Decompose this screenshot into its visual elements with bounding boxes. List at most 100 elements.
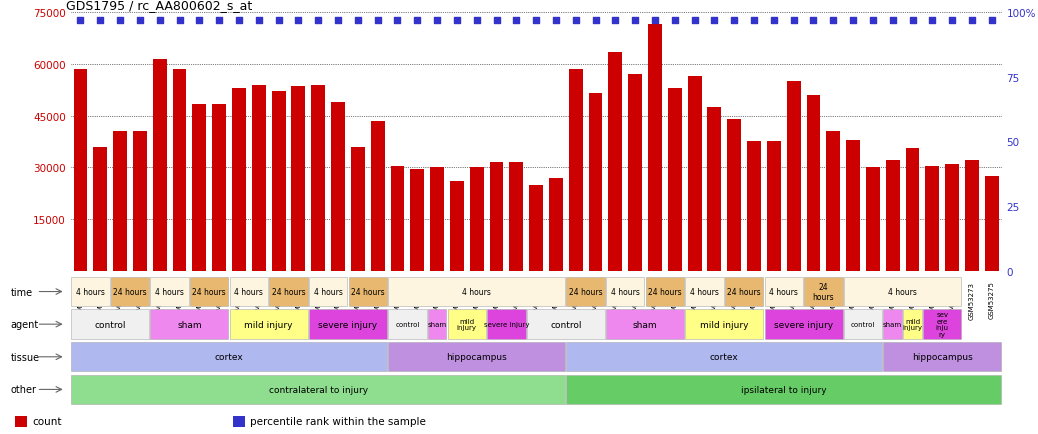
Point [745, 17, 762, 24]
Bar [111, 277, 149, 306]
Bar [883, 342, 1001, 372]
Bar [708, 108, 721, 271]
Text: sham: sham [883, 322, 902, 327]
Bar [430, 168, 444, 271]
Point [132, 17, 148, 24]
Bar [470, 168, 484, 271]
Point [270, 17, 286, 24]
Bar [589, 94, 602, 271]
Text: percentile rank within the sample: percentile rank within the sample [250, 416, 426, 426]
Text: severe injury: severe injury [484, 322, 529, 327]
Text: mild
injury: mild injury [902, 318, 923, 331]
Bar [229, 277, 268, 306]
Bar [569, 70, 582, 271]
Bar [725, 277, 763, 306]
Text: control: control [94, 320, 126, 329]
Bar [490, 163, 503, 271]
Bar [172, 70, 187, 271]
Bar [388, 310, 427, 339]
Bar [309, 310, 387, 339]
Point [191, 17, 208, 24]
Bar [351, 147, 364, 271]
Bar [667, 89, 682, 271]
Point [250, 17, 267, 24]
Point [825, 17, 842, 24]
Bar [272, 92, 285, 271]
Bar [292, 87, 305, 271]
Bar [212, 104, 226, 271]
Bar [549, 178, 563, 271]
Point [766, 17, 783, 24]
Bar [388, 277, 566, 306]
Text: hippocampus: hippocampus [911, 352, 973, 362]
Bar [804, 277, 843, 306]
Point [944, 17, 960, 24]
Text: 4 hours: 4 hours [889, 287, 917, 296]
Point [429, 17, 445, 24]
Point [666, 17, 683, 24]
Bar [883, 310, 902, 339]
Point [924, 17, 940, 24]
Text: other: other [10, 385, 36, 395]
Point [786, 17, 802, 24]
Text: mild injury: mild injury [244, 320, 293, 329]
Bar [567, 375, 1001, 404]
Point [92, 17, 109, 24]
Text: tissue: tissue [10, 352, 39, 362]
Point [290, 17, 306, 24]
Bar [233, 89, 246, 271]
Text: control: control [550, 320, 581, 329]
Text: 4 hours: 4 hours [462, 287, 491, 296]
Text: 24 hours: 24 hours [113, 287, 146, 296]
Bar [93, 147, 107, 271]
Bar [923, 310, 961, 339]
Point [230, 17, 247, 24]
Point [884, 17, 901, 24]
Text: 24 hours: 24 hours [351, 287, 384, 296]
Bar [606, 310, 684, 339]
Point [845, 17, 862, 24]
Bar [153, 59, 167, 271]
Bar [885, 161, 900, 271]
Text: sham: sham [428, 322, 446, 327]
Point [310, 17, 327, 24]
Text: severe injury: severe injury [774, 320, 834, 329]
Point [112, 17, 129, 24]
Bar [233, 417, 245, 427]
Text: cortex: cortex [215, 352, 244, 362]
Bar [685, 277, 723, 306]
Point [548, 17, 565, 24]
Bar [905, 149, 920, 271]
Bar [844, 277, 961, 306]
Point [350, 17, 366, 24]
Bar [151, 310, 228, 339]
Text: 24
hours: 24 hours [813, 283, 835, 301]
Bar [646, 277, 684, 306]
Bar [371, 122, 384, 271]
Bar [608, 53, 623, 271]
Bar [410, 170, 425, 271]
Bar [447, 310, 486, 339]
Bar [926, 166, 939, 271]
Point [983, 17, 1000, 24]
Point [706, 17, 722, 24]
Bar [567, 342, 882, 372]
Bar [252, 85, 266, 271]
Point [865, 17, 881, 24]
Bar [133, 132, 146, 271]
Point [330, 17, 347, 24]
Text: 24 hours: 24 hours [569, 287, 602, 296]
Text: 4 hours: 4 hours [610, 287, 639, 296]
Point [448, 17, 465, 24]
Text: GDS1795 / rc_AA800602_s_at: GDS1795 / rc_AA800602_s_at [66, 0, 252, 12]
Bar [16, 417, 27, 427]
Bar [229, 310, 307, 339]
Point [528, 17, 545, 24]
Text: sham: sham [177, 320, 201, 329]
Text: 4 hours: 4 hours [235, 287, 264, 296]
Bar [190, 277, 228, 306]
Bar [487, 310, 525, 339]
Bar [192, 104, 207, 271]
Bar [388, 342, 566, 372]
Bar [688, 77, 702, 271]
